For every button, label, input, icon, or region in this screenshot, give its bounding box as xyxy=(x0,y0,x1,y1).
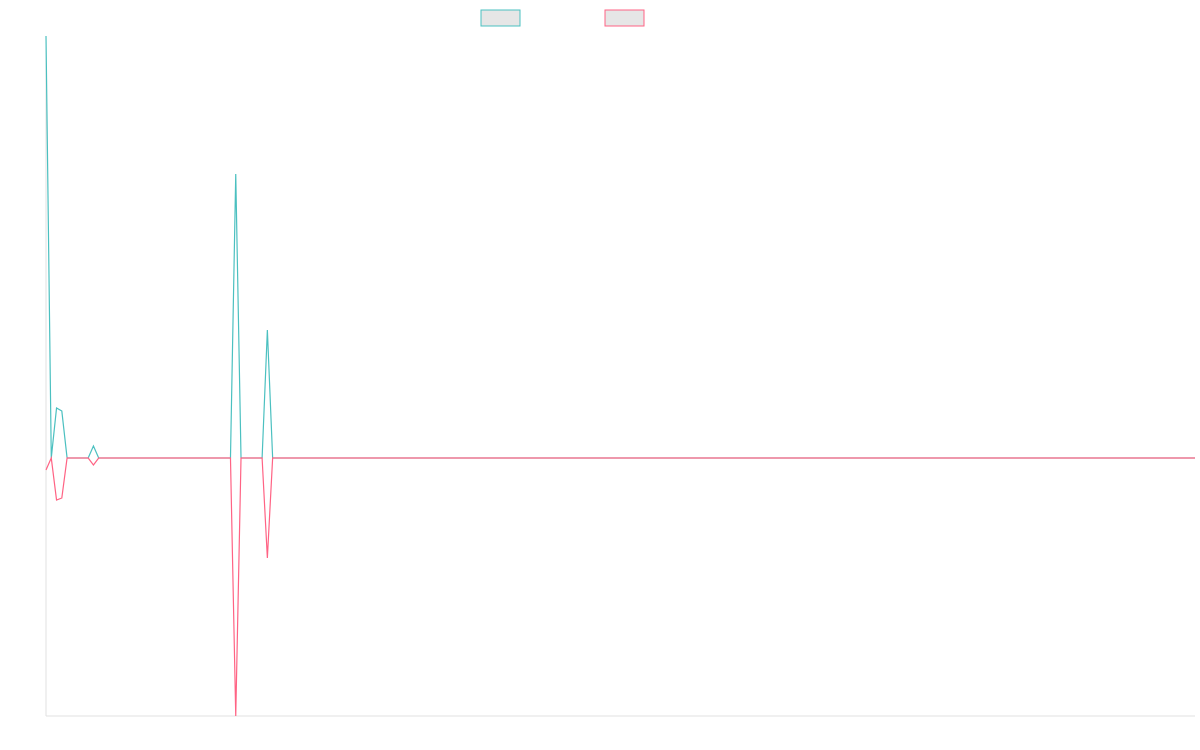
legend-swatch xyxy=(480,9,521,27)
legend-swatch xyxy=(604,9,645,27)
series-line xyxy=(45,35,1195,459)
series-line xyxy=(45,455,1195,717)
